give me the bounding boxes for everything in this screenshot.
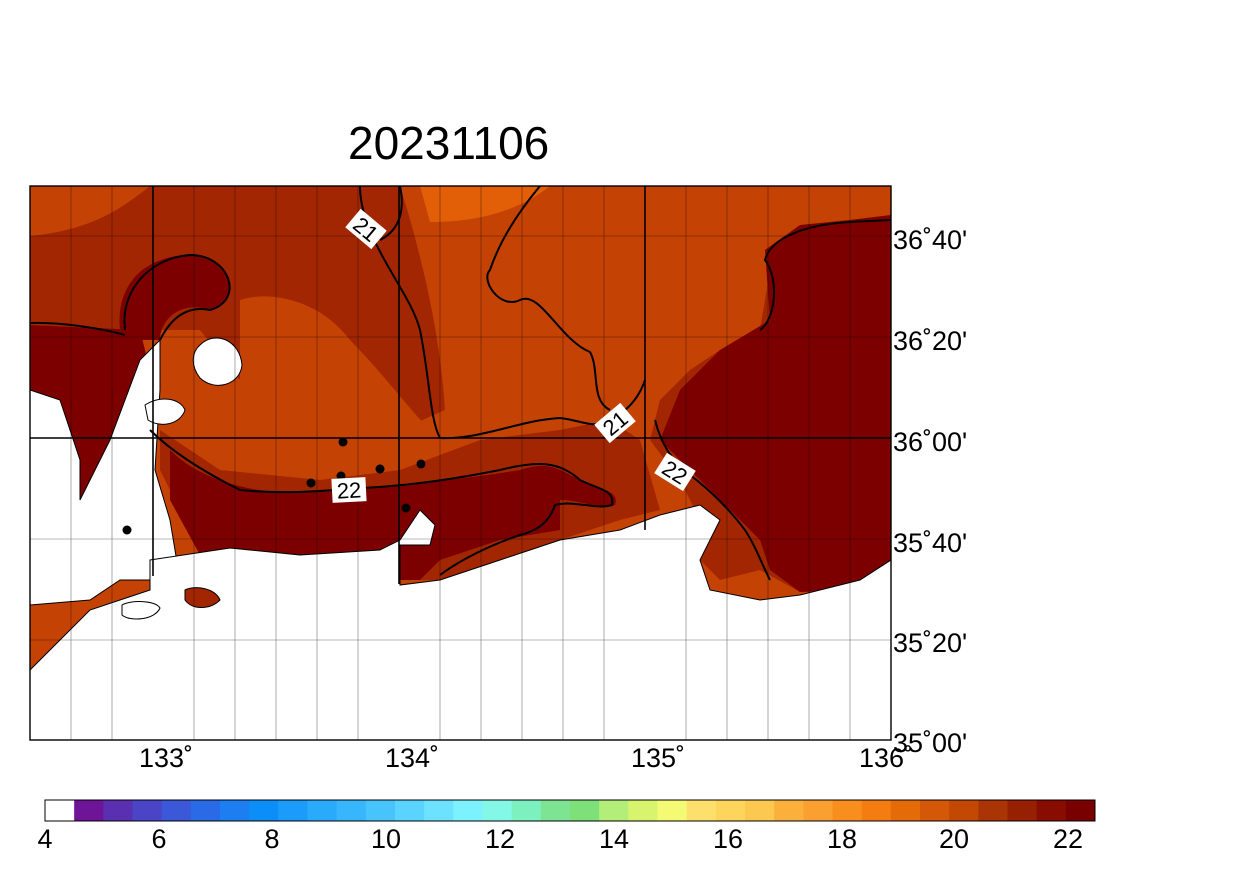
colorbar-label: 8 (264, 824, 279, 854)
colorbar-swatch (686, 800, 717, 821)
colorbar-swatch (570, 800, 600, 821)
station-marker (338, 437, 348, 447)
sst-band-22-west (30, 325, 150, 500)
colorbar-swatch (1065, 800, 1096, 821)
colorbar-label: 4 (37, 824, 52, 854)
lat-label: 36˚20' (893, 326, 967, 356)
colorbar-swatch (774, 800, 804, 821)
contour-22-east (654, 419, 771, 581)
colorbar-swatch (45, 800, 75, 821)
colorbar-swatch (920, 800, 950, 821)
plot-frame (29, 185, 892, 741)
contour-22-nw (123, 253, 231, 341)
colorbar-swatch (453, 800, 483, 821)
colorbar-swatch (190, 800, 221, 821)
colorbar-swatch (307, 800, 338, 821)
colorbar-swatch (132, 800, 163, 821)
colorbar-swatch (628, 800, 658, 821)
sst-band-20-nw (30, 186, 150, 236)
colorbar-swatch (599, 800, 629, 821)
colorbar-swatch (890, 800, 921, 821)
colorbar-label: 10 (371, 824, 401, 854)
colorbar-swatch (103, 800, 133, 821)
contour-21-inner (486, 186, 611, 411)
svg-text:22: 22 (336, 477, 362, 503)
colorbar-swatch (336, 800, 367, 821)
lat-label: 35˚40' (893, 528, 967, 558)
colorbar-swatch (220, 800, 250, 821)
lat-label: 36˚00' (893, 427, 967, 457)
minor-grid (30, 186, 891, 740)
lon-label: 134˚ (385, 743, 439, 773)
longitude-labels: 133˚ 134˚ 135˚ 136˚ (139, 743, 913, 773)
lat-label: 36˚40' (893, 225, 967, 255)
land-south (30, 504, 891, 740)
colorbar-swatch (511, 800, 542, 821)
colorbar-swatch (1036, 800, 1067, 821)
colorbar-swatch (978, 800, 1008, 821)
colorbar-swatch (161, 800, 192, 821)
lon-label: 136˚ (859, 743, 913, 773)
colorbar-swatch (278, 800, 308, 821)
lon-label: 135˚ (631, 743, 685, 773)
colorbar-swatch (832, 800, 863, 821)
station-marker (401, 503, 411, 513)
station-marker (306, 478, 316, 488)
colorbar-swatch (1007, 800, 1038, 821)
colorbar-swatch (395, 800, 425, 821)
colorbar-swatch (365, 800, 396, 821)
colorbar-swatch (715, 800, 746, 821)
colorbar-swatch (803, 800, 833, 821)
colorbar-label: 22 (1053, 824, 1083, 854)
colorbar-label: 20 (939, 824, 969, 854)
colorbar-frame (44, 799, 1096, 822)
island-small (144, 398, 186, 425)
colorbar-swatch (745, 800, 775, 821)
colorbar-label: 18 (827, 824, 857, 854)
contour-22-coast (149, 429, 614, 576)
lake-west (121, 601, 161, 620)
contour-22-ne (759, 219, 891, 331)
colorbar-swatch (540, 800, 571, 821)
station-markers (122, 437, 426, 535)
lat-label: 35˚00' (893, 728, 967, 758)
station-marker (336, 471, 346, 481)
contour-22-west (30, 321, 126, 336)
colorbar-swatch (249, 800, 279, 821)
colorbar-labels: 4 6 8 10 12 14 16 18 20 22 (37, 824, 1083, 854)
colorbar-swatch (657, 800, 688, 821)
colorbar-label: 12 (485, 824, 515, 854)
colorbar (44, 799, 1096, 822)
colorbar-swatch (74, 800, 104, 821)
colorbar-swatch (949, 800, 979, 821)
contour-label: 22 (331, 477, 367, 504)
lat-label: 35˚20' (893, 628, 967, 658)
sst-band-19-north (420, 186, 550, 222)
sst-field (30, 186, 891, 740)
sst-band-22-nw (119, 255, 230, 340)
island-oki (192, 337, 243, 386)
colorbar-swatch (482, 800, 513, 821)
major-grid (30, 186, 891, 584)
sst-band-22-coast (170, 450, 616, 580)
lon-label: 133˚ (139, 743, 193, 773)
colorbar-label: 14 (599, 824, 629, 854)
station-marker (375, 464, 385, 474)
station-marker (416, 459, 426, 469)
station-marker (122, 525, 132, 535)
latitude-labels: 36˚40' 36˚20' 36˚00' 35˚40' 35˚20' 35˚00… (893, 225, 967, 758)
colorbar-label: 6 (151, 824, 166, 854)
sst-band-20-inner (240, 296, 430, 440)
map-title: 20231106 (348, 117, 550, 169)
colorbar-swatch (424, 800, 454, 821)
colorbar-swatch (861, 800, 892, 821)
colorbar-label: 16 (713, 824, 743, 854)
contour-label: 22 (654, 452, 696, 492)
